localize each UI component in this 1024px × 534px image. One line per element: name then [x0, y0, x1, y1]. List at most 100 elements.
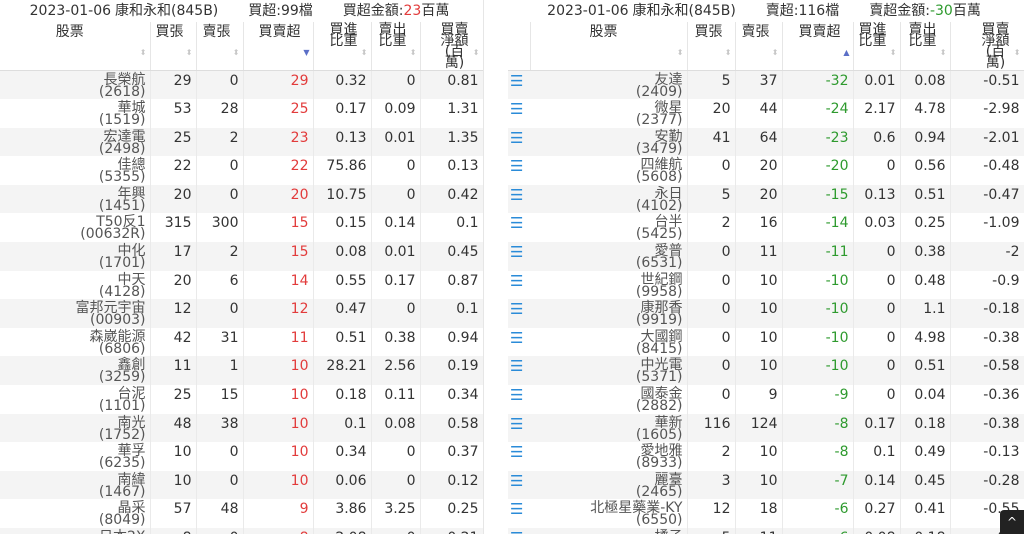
sort-icon[interactable]: ⬍ [939, 48, 947, 57]
list-icon[interactable]: ☰ [510, 328, 524, 347]
column-header-3[interactable]: 買賣超 ▼ [243, 22, 314, 71]
stock-name[interactable]: 佳總 [117, 157, 146, 174]
stock-name[interactable]: 安勤 [654, 128, 683, 145]
stock-name[interactable]: 鑫創 [117, 357, 146, 374]
table-row[interactable]: 佳總 (5355) 22 0 22 75.86 0 0.13 [0, 156, 483, 185]
stock-cell[interactable]: 橘子 [530, 528, 688, 534]
list-icon[interactable]: ☰ [508, 242, 530, 271]
list-icon[interactable]: ☰ [508, 413, 530, 443]
table-row[interactable]: ☰ 世紀鋼 (9958) 0 10 -10 0 0.48 -0.9 [508, 270, 1024, 300]
stock-name[interactable]: 中光電 [640, 357, 683, 374]
table-row[interactable]: T50反1 (00632R) 315 300 15 0.15 0.14 0.1 [0, 213, 483, 243]
table-row[interactable]: 中化 (1701) 17 2 15 0.08 0.01 0.45 [0, 242, 483, 271]
table-row[interactable]: ☰ 愛普 (6531) 0 11 -11 0 0.38 -2 [508, 242, 1024, 271]
table-row[interactable]: 台泥 (1101) 25 15 10 0.18 0.11 0.34 [0, 385, 483, 414]
stock-cell[interactable]: 愛地雅 (8933) [530, 442, 688, 471]
table-row[interactable]: ☰ 微星 (2377) 20 44 -24 2.17 4.78 -2.98 [508, 99, 1024, 128]
stock-cell[interactable]: 華孚 (6235) [0, 442, 151, 471]
stock-cell[interactable]: 世紀鋼 (9958) [530, 270, 688, 300]
stock-cell[interactable]: 微星 (2377) [530, 99, 688, 128]
sort-icon[interactable]: ⬍ [232, 48, 240, 57]
column-header-4[interactable]: 買進比重 ⬍ [313, 22, 372, 71]
table-row[interactable]: 富邦元宇宙 (00903) 12 0 12 0.47 0 0.1 [0, 299, 483, 328]
table-row[interactable]: 晶采 (8049) 57 48 9 3.86 3.25 0.25 [0, 499, 483, 528]
stock-name[interactable]: 森崴能源 [89, 328, 146, 345]
stock-cell[interactable]: 國泰金 (2882) [530, 385, 688, 414]
stock-cell[interactable]: 華新 (1605) [530, 413, 688, 443]
stock-cell[interactable]: 南緯 (1467) [0, 470, 151, 500]
table-row[interactable]: ☰ 安勤 (3479) 41 64 -23 0.6 0.94 -2.01 [508, 127, 1024, 157]
sort-icon[interactable]: ▼ [303, 48, 310, 57]
column-header-0[interactable]: 股票 ⬍ [0, 22, 151, 71]
stock-cell[interactable]: 長榮航 (2618) [0, 70, 151, 100]
table-row[interactable]: 華城 (1519) 53 28 25 0.17 0.09 1.31 [0, 99, 483, 128]
stock-cell[interactable]: 北極星藥業-KY (6550) [530, 499, 688, 528]
column-header-3[interactable]: 買賣超 ▲ [782, 22, 854, 71]
stock-cell[interactable]: 友達 (2409) [530, 70, 688, 100]
table-row[interactable]: 南光 (1752) 48 38 10 0.1 0.08 0.58 [0, 413, 483, 443]
sort-icon[interactable]: ⬍ [139, 48, 147, 57]
table-row[interactable]: ☰ 永日 (4102) 5 20 -15 0.13 0.51 -0.47 [508, 184, 1024, 214]
stock-name[interactable]: 台半 [654, 214, 683, 231]
column-header-6[interactable]: 買賣淨額(百萬) ⬍ [420, 22, 483, 71]
table-row[interactable]: ☰ 台半 (5425) 2 16 -14 0.03 0.25 -1.09 [508, 213, 1024, 243]
scroll-to-top-button[interactable]: ^ [1000, 510, 1024, 534]
stock-name[interactable]: 愛地雅 [640, 443, 683, 460]
column-header-5[interactable]: 賣出比重 ⬍ [371, 22, 421, 71]
stock-name[interactable]: 愛普 [654, 243, 683, 260]
stock-cell[interactable]: 宏達電 (2498) [0, 127, 151, 157]
stock-cell[interactable]: 台半 (5425) [530, 213, 688, 243]
stock-name[interactable]: 康那香 [640, 300, 683, 317]
list-icon[interactable]: ☰ [510, 157, 524, 176]
table-row[interactable]: 宏達電 (2498) 25 2 23 0.13 0.01 1.35 [0, 127, 483, 157]
table-row[interactable]: 鑫創 (3259) 11 1 10 28.21 2.56 0.19 [0, 356, 483, 386]
stock-cell[interactable]: 大國鋼 (8415) [530, 327, 688, 357]
table-row[interactable]: 森崴能源 (6806) 42 31 11 0.51 0.38 0.94 [0, 327, 483, 357]
column-header-1[interactable]: 買張 ⬍ [687, 22, 736, 71]
stock-cell[interactable]: 日本2X [0, 528, 151, 534]
list-icon[interactable]: ☰ [508, 70, 530, 100]
sort-icon[interactable]: ⬍ [185, 48, 193, 57]
stock-name[interactable]: 華城 [117, 100, 146, 117]
stock-name[interactable]: 南緯 [117, 471, 146, 488]
stock-name[interactable]: 永日 [654, 185, 683, 202]
stock-name[interactable]: 世紀鋼 [640, 271, 683, 288]
stock-cell[interactable]: 愛普 (6531) [530, 242, 688, 271]
column-header-4[interactable]: 買進比重 ⬍ [853, 22, 901, 71]
list-icon[interactable]: ☰ [508, 184, 530, 214]
sort-icon[interactable]: ⬍ [771, 48, 779, 57]
stock-cell[interactable]: 森崴能源 (6806) [0, 327, 151, 357]
table-row[interactable]: 日本2X8082.0800.21 [0, 528, 483, 534]
list-icon[interactable]: ☰ [510, 100, 524, 119]
sort-icon[interactable]: ⬍ [1013, 48, 1021, 57]
list-icon[interactable]: ☰ [508, 470, 530, 500]
stock-name[interactable]: 北極星藥業-KY [590, 500, 683, 517]
stock-cell[interactable]: 康那香 (9919) [530, 299, 688, 328]
list-icon[interactable]: ☰ [510, 386, 524, 405]
stock-cell[interactable]: 佳總 (5355) [0, 156, 151, 185]
stock-name[interactable]: 年興 [117, 185, 146, 202]
sort-icon[interactable]: ⬍ [472, 48, 480, 57]
table-row[interactable]: 年興 (1451) 20 0 20 10.75 0 0.42 [0, 184, 483, 214]
stock-cell[interactable]: 南光 (1752) [0, 413, 151, 443]
stock-name[interactable]: 微星 [654, 100, 683, 117]
table-row[interactable]: 華孚 (6235) 10 0 10 0.34 0 0.37 [0, 442, 483, 471]
stock-cell[interactable]: 安勤 (3479) [530, 127, 688, 157]
stock-name[interactable]: 日本2X [2, 530, 146, 534]
table-row[interactable]: ☰ 康那香 (9919) 0 10 -10 0 1.1 -0.18 [508, 299, 1024, 328]
stock-name[interactable]: 台泥 [117, 386, 146, 403]
stock-cell[interactable]: 四維航 (5608) [530, 156, 688, 185]
sort-icon[interactable]: ⬍ [889, 48, 897, 57]
column-header-6[interactable]: 買賣淨額(百萬) ⬍ [950, 22, 1024, 71]
stock-cell[interactable]: 鑫創 (3259) [0, 356, 151, 386]
stock-name[interactable]: 富邦元宇宙 [75, 300, 146, 317]
sort-icon[interactable]: ⬍ [724, 48, 732, 57]
table-row[interactable]: 南緯 (1467) 10 0 10 0.06 0 0.12 [0, 470, 483, 500]
list-icon[interactable]: ☰ [508, 356, 530, 386]
column-header-2[interactable]: 賣張 ⬍ [735, 22, 783, 71]
stock-cell[interactable]: 台泥 (1101) [0, 385, 151, 414]
stock-cell[interactable]: 中化 (1701) [0, 242, 151, 271]
column-header-1[interactable]: 買張 ⬍ [150, 22, 197, 71]
table-row[interactable]: ☰ 國泰金 (2882) 0 9 -9 0 0.04 -0.36 [508, 385, 1024, 414]
stock-name[interactable]: 華孚 [117, 443, 146, 460]
